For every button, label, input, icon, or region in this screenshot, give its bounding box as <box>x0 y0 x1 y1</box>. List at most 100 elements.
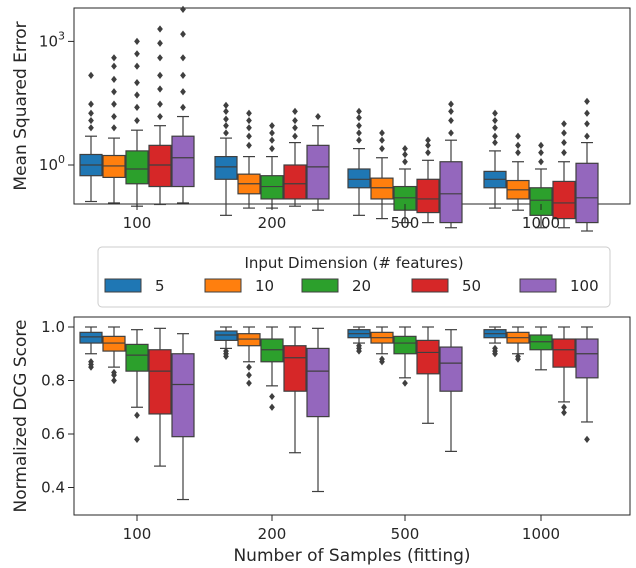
outlier-point <box>425 141 431 149</box>
outlier-point <box>515 132 521 140</box>
box-body <box>575 162 599 224</box>
box-body <box>439 346 463 392</box>
outlier-point <box>246 141 252 149</box>
outlier-point <box>492 138 498 147</box>
x-tick-label: 200 <box>258 214 287 232</box>
outlier-point <box>584 97 590 105</box>
box-100-500 <box>439 329 463 452</box>
box-10-1000 <box>506 132 530 211</box>
outlier-point <box>379 129 385 137</box>
outlier-point <box>292 107 298 115</box>
y-tick-label: 0.4 <box>41 479 65 497</box>
box-5-500 <box>347 326 371 355</box>
box-50-1000 <box>552 326 576 417</box>
outlier-point <box>111 124 117 132</box>
box-100-500 <box>439 100 463 229</box>
outlier-point <box>292 116 298 125</box>
legend-swatch-50 <box>411 278 449 293</box>
outlier-point <box>584 435 590 443</box>
box-body <box>416 178 440 214</box>
outlier-point <box>402 150 408 159</box>
x-tick-label: 1000 <box>522 525 560 543</box>
outlier-point <box>134 50 140 58</box>
outlier-point <box>425 136 431 144</box>
x-tick-label: 500 <box>391 214 420 232</box>
outlier-point <box>561 148 567 157</box>
outlier-point <box>111 75 117 83</box>
box-20-200 <box>260 122 284 209</box>
outlier-point <box>111 376 117 385</box>
outlier-point <box>180 88 186 96</box>
legend-swatch-10 <box>204 278 242 293</box>
outlier-point <box>134 435 140 443</box>
outlier-point <box>157 85 163 93</box>
box-body <box>260 338 284 363</box>
outlier-point <box>356 347 362 355</box>
outlier-point <box>584 109 590 117</box>
outlier-point <box>561 129 567 137</box>
box-20-100 <box>125 37 149 207</box>
box-body <box>260 175 284 200</box>
box-10-100 <box>102 54 126 204</box>
box-50-100 <box>148 25 172 206</box>
outlier-point <box>180 103 186 112</box>
outlier-point <box>88 100 94 108</box>
outlier-point <box>561 138 567 147</box>
outlier-point <box>561 120 567 128</box>
box-50-200 <box>283 326 307 454</box>
box-20-500 <box>393 326 417 387</box>
box-20-200 <box>260 326 284 411</box>
outlier-point <box>111 88 117 96</box>
outlier-point <box>492 116 498 125</box>
outlier-point <box>538 141 544 149</box>
outlier-point <box>246 379 252 387</box>
outlier-point <box>584 120 590 128</box>
outlier-point <box>356 136 362 144</box>
outlier-point <box>246 132 252 140</box>
legend-title: Input Dimension (# features) <box>244 254 463 272</box>
outlier-point <box>111 100 117 108</box>
legend-label-50: 50 <box>462 277 481 295</box>
y-tick-label: 103 <box>39 29 65 50</box>
box-body <box>529 187 553 216</box>
outlier-point <box>134 103 140 112</box>
outlier-point <box>111 112 117 121</box>
outlier-point <box>180 30 186 38</box>
box-body <box>214 155 238 180</box>
outlier-point <box>223 122 229 130</box>
outlier-point <box>111 371 117 379</box>
outlier-point <box>157 112 163 121</box>
outlier-point <box>356 107 362 115</box>
box-5-1000 <box>483 326 507 358</box>
x-tick-label: 100 <box>123 525 152 543</box>
box-body <box>237 333 261 347</box>
outlier-point <box>134 411 140 419</box>
y-tick-label: 0.8 <box>41 372 65 390</box>
outlier-point <box>269 136 275 144</box>
outlier-point <box>425 148 431 157</box>
outlier-point <box>492 109 498 117</box>
legend-label-20: 20 <box>352 277 371 295</box>
box-body <box>370 177 394 200</box>
outlier-point <box>157 71 163 79</box>
legend-swatch-20 <box>301 278 339 293</box>
outlier-point <box>246 371 252 379</box>
box-body <box>552 180 576 220</box>
outlier-point <box>246 363 252 371</box>
outlier-point <box>515 355 521 363</box>
outlier-point <box>269 129 275 137</box>
outlier-point <box>584 132 590 140</box>
outlier-point <box>538 158 544 166</box>
box-body <box>529 334 553 351</box>
outlier-point <box>379 145 385 153</box>
box-body <box>171 353 195 438</box>
outlier-point <box>134 37 140 45</box>
box-body <box>79 331 103 344</box>
outlier-point <box>448 100 454 108</box>
outlier-point <box>88 116 94 125</box>
x-tick-label: 1000 <box>522 214 560 232</box>
outlier-point <box>180 71 186 79</box>
outlier-point <box>515 148 521 157</box>
outlier-point <box>269 145 275 153</box>
